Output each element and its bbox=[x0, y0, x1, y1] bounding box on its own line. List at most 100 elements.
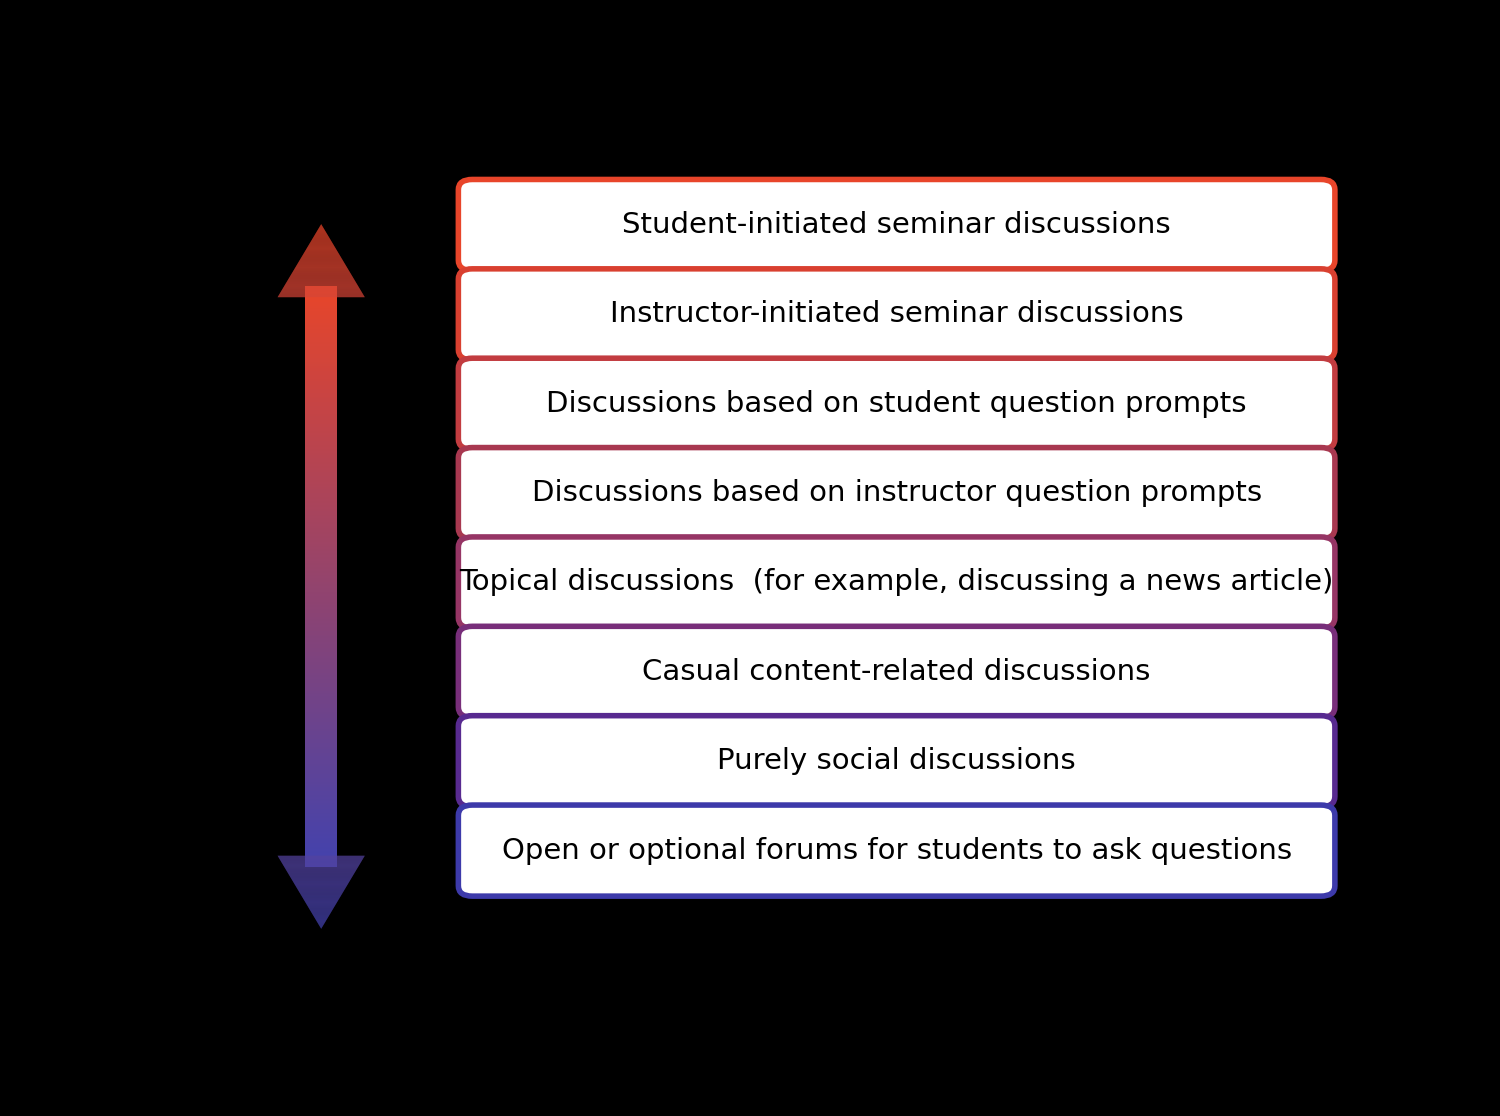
Polygon shape bbox=[304, 406, 338, 408]
Polygon shape bbox=[304, 712, 338, 714]
Polygon shape bbox=[304, 783, 338, 786]
Polygon shape bbox=[304, 625, 338, 627]
Polygon shape bbox=[304, 586, 338, 588]
Polygon shape bbox=[304, 757, 338, 759]
Polygon shape bbox=[304, 512, 338, 514]
Polygon shape bbox=[304, 839, 338, 841]
Polygon shape bbox=[304, 286, 338, 288]
Polygon shape bbox=[304, 812, 338, 815]
Polygon shape bbox=[304, 852, 338, 853]
Polygon shape bbox=[304, 860, 338, 863]
Polygon shape bbox=[304, 375, 338, 377]
Text: Discussions based on student question prompts: Discussions based on student question pr… bbox=[546, 389, 1246, 417]
Polygon shape bbox=[304, 319, 338, 321]
Polygon shape bbox=[304, 672, 338, 673]
Polygon shape bbox=[304, 694, 338, 696]
Polygon shape bbox=[304, 416, 338, 417]
Polygon shape bbox=[304, 398, 338, 401]
Polygon shape bbox=[304, 472, 338, 474]
Polygon shape bbox=[304, 619, 338, 620]
Polygon shape bbox=[304, 838, 338, 839]
Polygon shape bbox=[304, 710, 338, 712]
Polygon shape bbox=[304, 306, 338, 308]
Polygon shape bbox=[304, 743, 338, 744]
Polygon shape bbox=[304, 810, 338, 812]
Polygon shape bbox=[304, 789, 338, 791]
Polygon shape bbox=[304, 617, 338, 619]
Polygon shape bbox=[304, 354, 338, 356]
Polygon shape bbox=[304, 522, 338, 525]
Polygon shape bbox=[304, 408, 338, 410]
Polygon shape bbox=[304, 577, 338, 578]
Polygon shape bbox=[304, 404, 338, 406]
Polygon shape bbox=[304, 315, 338, 317]
Polygon shape bbox=[304, 670, 338, 672]
Polygon shape bbox=[304, 801, 338, 802]
Polygon shape bbox=[304, 788, 338, 789]
Polygon shape bbox=[304, 642, 338, 644]
Polygon shape bbox=[304, 855, 338, 857]
Polygon shape bbox=[304, 588, 338, 590]
Polygon shape bbox=[304, 459, 338, 461]
Polygon shape bbox=[304, 708, 338, 710]
Polygon shape bbox=[304, 831, 338, 834]
Polygon shape bbox=[304, 474, 338, 475]
Polygon shape bbox=[304, 483, 338, 485]
Polygon shape bbox=[304, 528, 338, 530]
Polygon shape bbox=[304, 344, 338, 346]
Polygon shape bbox=[304, 367, 338, 369]
Polygon shape bbox=[304, 424, 338, 425]
Polygon shape bbox=[304, 356, 338, 358]
Polygon shape bbox=[304, 445, 338, 446]
Polygon shape bbox=[304, 805, 338, 807]
Polygon shape bbox=[304, 417, 338, 420]
Polygon shape bbox=[304, 379, 338, 381]
Polygon shape bbox=[304, 437, 338, 439]
Polygon shape bbox=[304, 607, 338, 609]
Polygon shape bbox=[304, 693, 338, 694]
Polygon shape bbox=[304, 449, 338, 451]
Polygon shape bbox=[304, 514, 338, 517]
Polygon shape bbox=[304, 422, 338, 424]
FancyBboxPatch shape bbox=[459, 269, 1335, 360]
Polygon shape bbox=[304, 575, 338, 577]
Polygon shape bbox=[304, 720, 338, 722]
Polygon shape bbox=[304, 762, 338, 764]
Polygon shape bbox=[304, 722, 338, 723]
Polygon shape bbox=[304, 551, 338, 554]
FancyBboxPatch shape bbox=[459, 358, 1335, 450]
Polygon shape bbox=[304, 555, 338, 557]
Polygon shape bbox=[304, 648, 338, 650]
Polygon shape bbox=[304, 770, 338, 772]
Polygon shape bbox=[304, 638, 338, 641]
Polygon shape bbox=[304, 799, 338, 801]
Polygon shape bbox=[304, 749, 338, 751]
Polygon shape bbox=[304, 613, 338, 615]
Polygon shape bbox=[304, 412, 338, 414]
Polygon shape bbox=[304, 311, 338, 314]
Polygon shape bbox=[304, 526, 338, 528]
Polygon shape bbox=[304, 627, 338, 628]
Polygon shape bbox=[304, 677, 338, 679]
Polygon shape bbox=[304, 656, 338, 657]
Polygon shape bbox=[304, 633, 338, 635]
Polygon shape bbox=[304, 863, 338, 865]
Polygon shape bbox=[304, 364, 338, 366]
Polygon shape bbox=[304, 321, 338, 323]
Polygon shape bbox=[304, 414, 338, 416]
Polygon shape bbox=[304, 501, 338, 503]
Polygon shape bbox=[304, 818, 338, 820]
Polygon shape bbox=[304, 499, 338, 501]
Polygon shape bbox=[304, 628, 338, 631]
Polygon shape bbox=[304, 557, 338, 559]
Polygon shape bbox=[304, 511, 338, 512]
Polygon shape bbox=[304, 541, 338, 543]
Polygon shape bbox=[304, 780, 338, 781]
Polygon shape bbox=[304, 475, 338, 478]
Polygon shape bbox=[304, 496, 338, 497]
Polygon shape bbox=[304, 715, 338, 718]
Polygon shape bbox=[304, 308, 338, 309]
Polygon shape bbox=[304, 296, 338, 298]
Polygon shape bbox=[304, 540, 338, 541]
Polygon shape bbox=[304, 453, 338, 454]
